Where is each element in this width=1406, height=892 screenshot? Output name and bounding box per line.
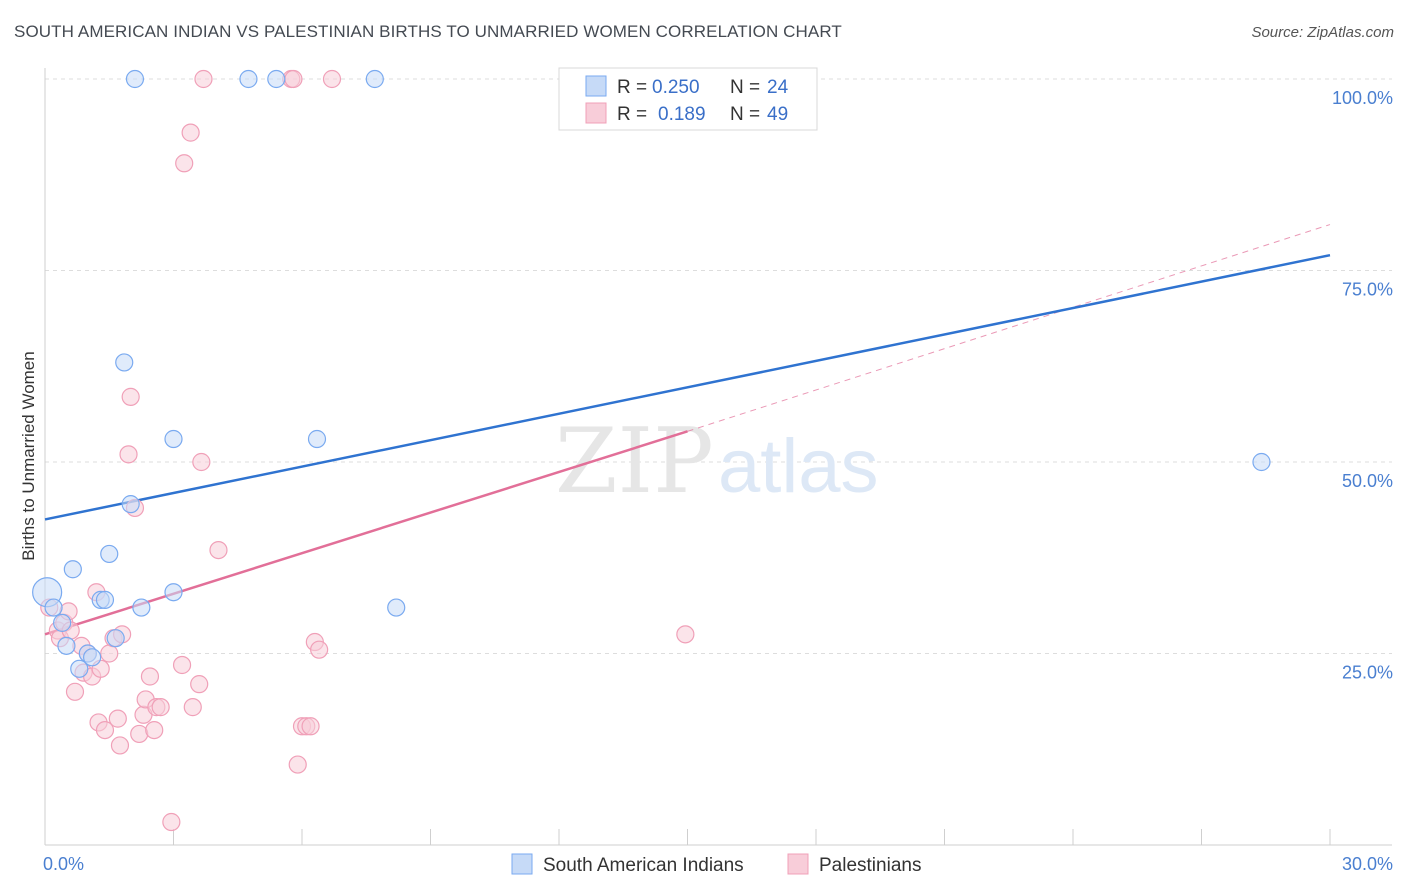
chart-title: SOUTH AMERICAN INDIAN VS PALESTINIAN BIR… (14, 22, 842, 41)
point-1-47 (322, 69, 342, 89)
point-1-30 (162, 812, 181, 832)
point-1-27 (145, 720, 164, 740)
point-1-44 (301, 717, 320, 736)
point-0-16 (164, 429, 183, 449)
point-1-33 (181, 123, 200, 142)
grid-lines (45, 78, 1392, 654)
point-1-37 (194, 69, 213, 89)
point-1-21 (121, 387, 140, 406)
legend-swatch-south-american-indians (585, 75, 607, 97)
point-1-15 (100, 644, 119, 663)
point-0-5 (70, 659, 89, 678)
point-1-32 (175, 154, 194, 173)
point-0-14 (132, 598, 151, 617)
y-tick-label-0: 25.0% (1342, 663, 1393, 683)
legend-n-label-1: N = (730, 104, 760, 125)
point-1-18 (110, 736, 130, 755)
legend-n-value-0: 24 (767, 77, 789, 98)
point-0-23 (1252, 452, 1271, 472)
trend-lines (44, 224, 1331, 636)
point-1-26 (140, 667, 160, 686)
bottom-legend-label-south-american-indians: South American Indians (543, 855, 744, 876)
point-1-41 (288, 755, 307, 774)
y-tick-label-2: 75.0% (1342, 280, 1393, 300)
bottom-legend-swatch-palestinians (787, 853, 809, 875)
point-0-11 (106, 629, 125, 648)
point-0-12 (115, 353, 134, 372)
trend-line-0 (44, 253, 1331, 521)
point-0-4 (63, 560, 82, 579)
x-tick-label-min: 0.0% (43, 854, 84, 874)
trend-line-1 (44, 430, 688, 636)
legend-r-label-1: R = (617, 104, 647, 125)
trend-line-dashed-1 (687, 224, 1331, 432)
point-0-17 (164, 583, 183, 602)
point-0-9 (95, 590, 115, 609)
point-1-38 (209, 540, 228, 560)
point-1-6 (65, 682, 85, 701)
legend-r-label-0: R = (617, 77, 647, 98)
point-1-35 (190, 675, 209, 694)
point-1-23 (130, 724, 149, 744)
legend-n-label-0: N = (730, 77, 760, 98)
x-tick-labels: 0.0% 30.0% (43, 854, 1393, 874)
axes (44, 68, 1392, 846)
watermark-atlas: atlas (718, 424, 879, 509)
point-0-2 (53, 613, 72, 632)
y-tick-label-1: 50.0% (1342, 471, 1393, 491)
point-1-20 (119, 445, 138, 464)
point-0-13 (121, 495, 140, 514)
point-0-22 (387, 598, 406, 617)
watermark-zip: ZIP (555, 409, 714, 514)
bottom-legend-label-palestinians: Palestinians (819, 855, 921, 876)
y-axis-label: Births to Unmarried Women (19, 351, 38, 560)
point-0-21 (365, 69, 384, 89)
point-0-10 (100, 544, 119, 564)
y-tick-label-3: 100.0% (1332, 88, 1393, 108)
point-1-31 (172, 655, 192, 675)
legend-swatch-palestinians (585, 102, 607, 124)
point-0-7 (83, 648, 102, 667)
point-1-14 (95, 720, 115, 740)
bottom-legend: South American Indians Palestinians (511, 853, 921, 876)
chart-source: Source: ZipAtlas.com (1251, 24, 1394, 41)
point-0-1 (44, 598, 63, 617)
point-1-34 (183, 698, 202, 717)
point-0-15 (125, 69, 145, 89)
point-0-19 (267, 69, 286, 89)
legend-n-value-1: 49 (767, 104, 788, 125)
point-1-29 (151, 698, 170, 717)
point-1-48 (676, 625, 695, 644)
point-0-3 (57, 636, 76, 655)
point-1-40 (284, 69, 303, 89)
bottom-legend-swatch-south-american-indians (511, 853, 533, 875)
point-1-17 (108, 709, 127, 728)
point-0-20 (307, 429, 327, 449)
x-tick-label-max: 30.0% (1342, 854, 1393, 874)
point-1-36 (192, 452, 211, 472)
watermark: ZIP atlas (555, 409, 879, 514)
legend: R = 0.250 N = 24 R = 0.189 N = 49 (558, 67, 818, 131)
data-points (32, 69, 1271, 832)
point-0-18 (239, 69, 258, 89)
legend-r-value-1: 0.189 (658, 104, 706, 125)
point-1-46 (310, 640, 329, 659)
y-tick-labels: 25.0% 50.0% 75.0% 100.0% (1332, 88, 1393, 683)
legend-r-value-0: 0.250 (652, 77, 700, 98)
